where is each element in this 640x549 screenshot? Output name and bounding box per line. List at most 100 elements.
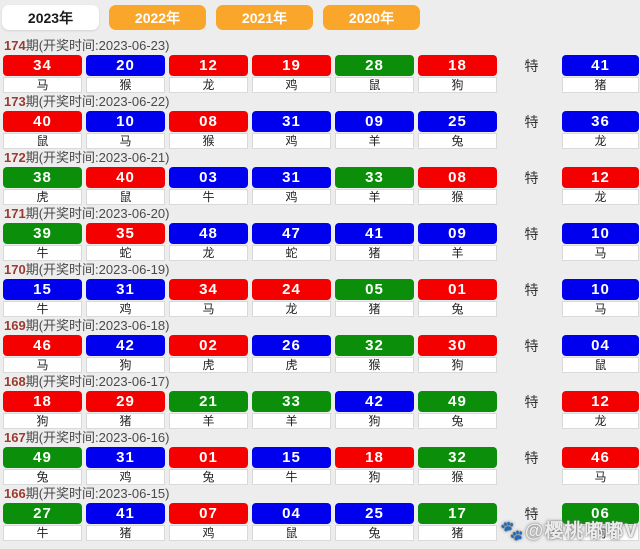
ball-cell: 46 马	[562, 447, 639, 485]
year-tab-2021[interactable]: 2021年	[216, 5, 313, 30]
ball-cell: 42 狗	[86, 335, 165, 373]
zodiac-label: 龙	[562, 189, 639, 205]
zodiac-label: 狗	[86, 357, 165, 373]
zodiac-label: 兔	[418, 301, 497, 317]
draw-info: 期(开奖时间:2023-06-15)	[25, 486, 170, 501]
ball-cell: 04 鼠	[562, 335, 639, 373]
zodiac-label: 狗	[335, 469, 414, 485]
ball-row: 40 鼠 10 马 08 猴 31 鸡 09 羊 25 兔 特 36 龙	[0, 111, 640, 149]
ball-cell: 08 猴	[418, 167, 497, 205]
year-tab-label: 2023年	[27, 9, 74, 26]
ball-row: 18 狗 29 猪 21 羊 33 羊 42 狗 49 兔 特 12 龙	[0, 391, 640, 429]
lottery-ball: 09	[335, 111, 414, 132]
ball-cell: 25 兔	[335, 503, 414, 541]
zodiac-label: 马	[562, 469, 639, 485]
ball-cell: 12 龙	[169, 55, 248, 93]
lottery-ball: 18	[335, 447, 414, 468]
ball-cell: 48 龙	[169, 223, 248, 261]
lottery-ball: 31	[86, 279, 165, 300]
lottery-ball: 02	[169, 335, 248, 356]
special-marker: 特	[524, 113, 539, 130]
zodiac-label: 猴	[418, 189, 497, 205]
period-number: 171	[4, 206, 26, 221]
special-ball: 04	[562, 335, 639, 356]
draw-header: 168期(开奖时间:2023-06-17)	[4, 374, 640, 389]
ball-cell: 06 狗	[562, 503, 639, 541]
ball-cell: 10 马	[562, 279, 639, 317]
draw-header: 166期(开奖时间:2023-06-15)	[4, 486, 640, 501]
ball-row: 49 兔 31 鸡 01 兔 15 牛 18 狗 32 猴 特 46 马	[0, 447, 640, 485]
ball-cell: 19 鸡	[252, 55, 331, 93]
zodiac-label: 猪	[86, 413, 165, 429]
zodiac-label: 猪	[418, 525, 497, 541]
zodiac-label: 猴	[169, 133, 248, 149]
ball-cell: 21 羊	[169, 391, 248, 429]
lottery-ball: 41	[335, 223, 414, 244]
zodiac-label: 猪	[335, 301, 414, 317]
zodiac-label: 羊	[335, 133, 414, 149]
lottery-ball: 09	[418, 223, 497, 244]
lottery-ball: 29	[86, 391, 165, 412]
draw-info: 期(开奖时间:2023-06-16)	[25, 430, 170, 445]
draw-row: 172期(开奖时间:2023-06-21) 38 虎 40 鼠 03 牛 31 …	[0, 150, 640, 205]
zodiac-label: 兔	[418, 413, 497, 429]
lottery-ball: 49	[418, 391, 497, 412]
lottery-ball: 17	[418, 503, 497, 524]
draw-info: 期(开奖时间:2023-06-21)	[25, 150, 170, 165]
draw-results-list: 174期(开奖时间:2023-06-23) 34 马 20 猴 12 龙 19 …	[0, 36, 640, 541]
lottery-ball: 01	[418, 279, 497, 300]
year-tab-label: 2022年	[134, 9, 181, 26]
ball-cell: 46 马	[3, 335, 82, 373]
ball-cell: 18 狗	[3, 391, 82, 429]
lottery-ball: 19	[252, 55, 331, 76]
ball-cell: 04 鼠	[252, 503, 331, 541]
period-number: 166	[4, 486, 26, 501]
zodiac-label: 鼠	[3, 133, 82, 149]
lottery-ball: 15	[252, 447, 331, 468]
ball-cell: 12 龙	[562, 391, 639, 429]
lottery-ball: 25	[335, 503, 414, 524]
ball-cell: 05 猪	[335, 279, 414, 317]
special-marker: 特	[524, 393, 539, 410]
zodiac-label: 蛇	[86, 245, 165, 261]
lottery-ball: 31	[86, 447, 165, 468]
ball-cell: 49 兔	[3, 447, 82, 485]
zodiac-label: 鸡	[86, 301, 165, 317]
zodiac-label: 鼠	[335, 77, 414, 93]
special-marker: 特	[524, 169, 539, 186]
zodiac-label: 羊	[169, 413, 248, 429]
draw-info: 期(开奖时间:2023-06-19)	[25, 262, 170, 277]
draw-header: 169期(开奖时间:2023-06-18)	[4, 318, 640, 333]
year-tab-2020[interactable]: 2020年	[323, 5, 420, 30]
zodiac-label: 牛	[169, 189, 248, 205]
ball-row: 15 牛 31 鸡 34 马 24 龙 05 猪 01 兔 特 10 马	[0, 279, 640, 317]
lottery-ball: 31	[252, 167, 331, 188]
ball-cell: 36 龙	[562, 111, 639, 149]
lottery-ball: 42	[86, 335, 165, 356]
ball-cell: 20 猴	[86, 55, 165, 93]
lottery-ball: 24	[252, 279, 331, 300]
year-tab-2022[interactable]: 2022年	[109, 5, 206, 30]
zodiac-label: 兔	[3, 469, 82, 485]
lottery-ball: 49	[3, 447, 82, 468]
draw-header: 173期(开奖时间:2023-06-22)	[4, 94, 640, 109]
ball-cell: 40 鼠	[86, 167, 165, 205]
zodiac-label: 猴	[335, 357, 414, 373]
year-tab-2023[interactable]: 2023年	[2, 5, 99, 30]
ball-cell: 42 狗	[335, 391, 414, 429]
lottery-ball: 07	[169, 503, 248, 524]
zodiac-label: 牛	[3, 301, 82, 317]
zodiac-label: 蛇	[252, 245, 331, 261]
ball-cell: 26 虎	[252, 335, 331, 373]
ball-cell: 32 猴	[418, 447, 497, 485]
lottery-ball: 10	[86, 111, 165, 132]
draw-header: 174期(开奖时间:2023-06-23)	[4, 38, 640, 53]
ball-cell: 31 鸡	[252, 111, 331, 149]
lottery-ball: 15	[3, 279, 82, 300]
ball-cell: 32 猴	[335, 335, 414, 373]
zodiac-label: 狗	[335, 413, 414, 429]
ball-cell: 31 鸡	[86, 279, 165, 317]
lottery-ball: 46	[3, 335, 82, 356]
lottery-ball: 39	[3, 223, 82, 244]
ball-cell: 27 牛	[3, 503, 82, 541]
